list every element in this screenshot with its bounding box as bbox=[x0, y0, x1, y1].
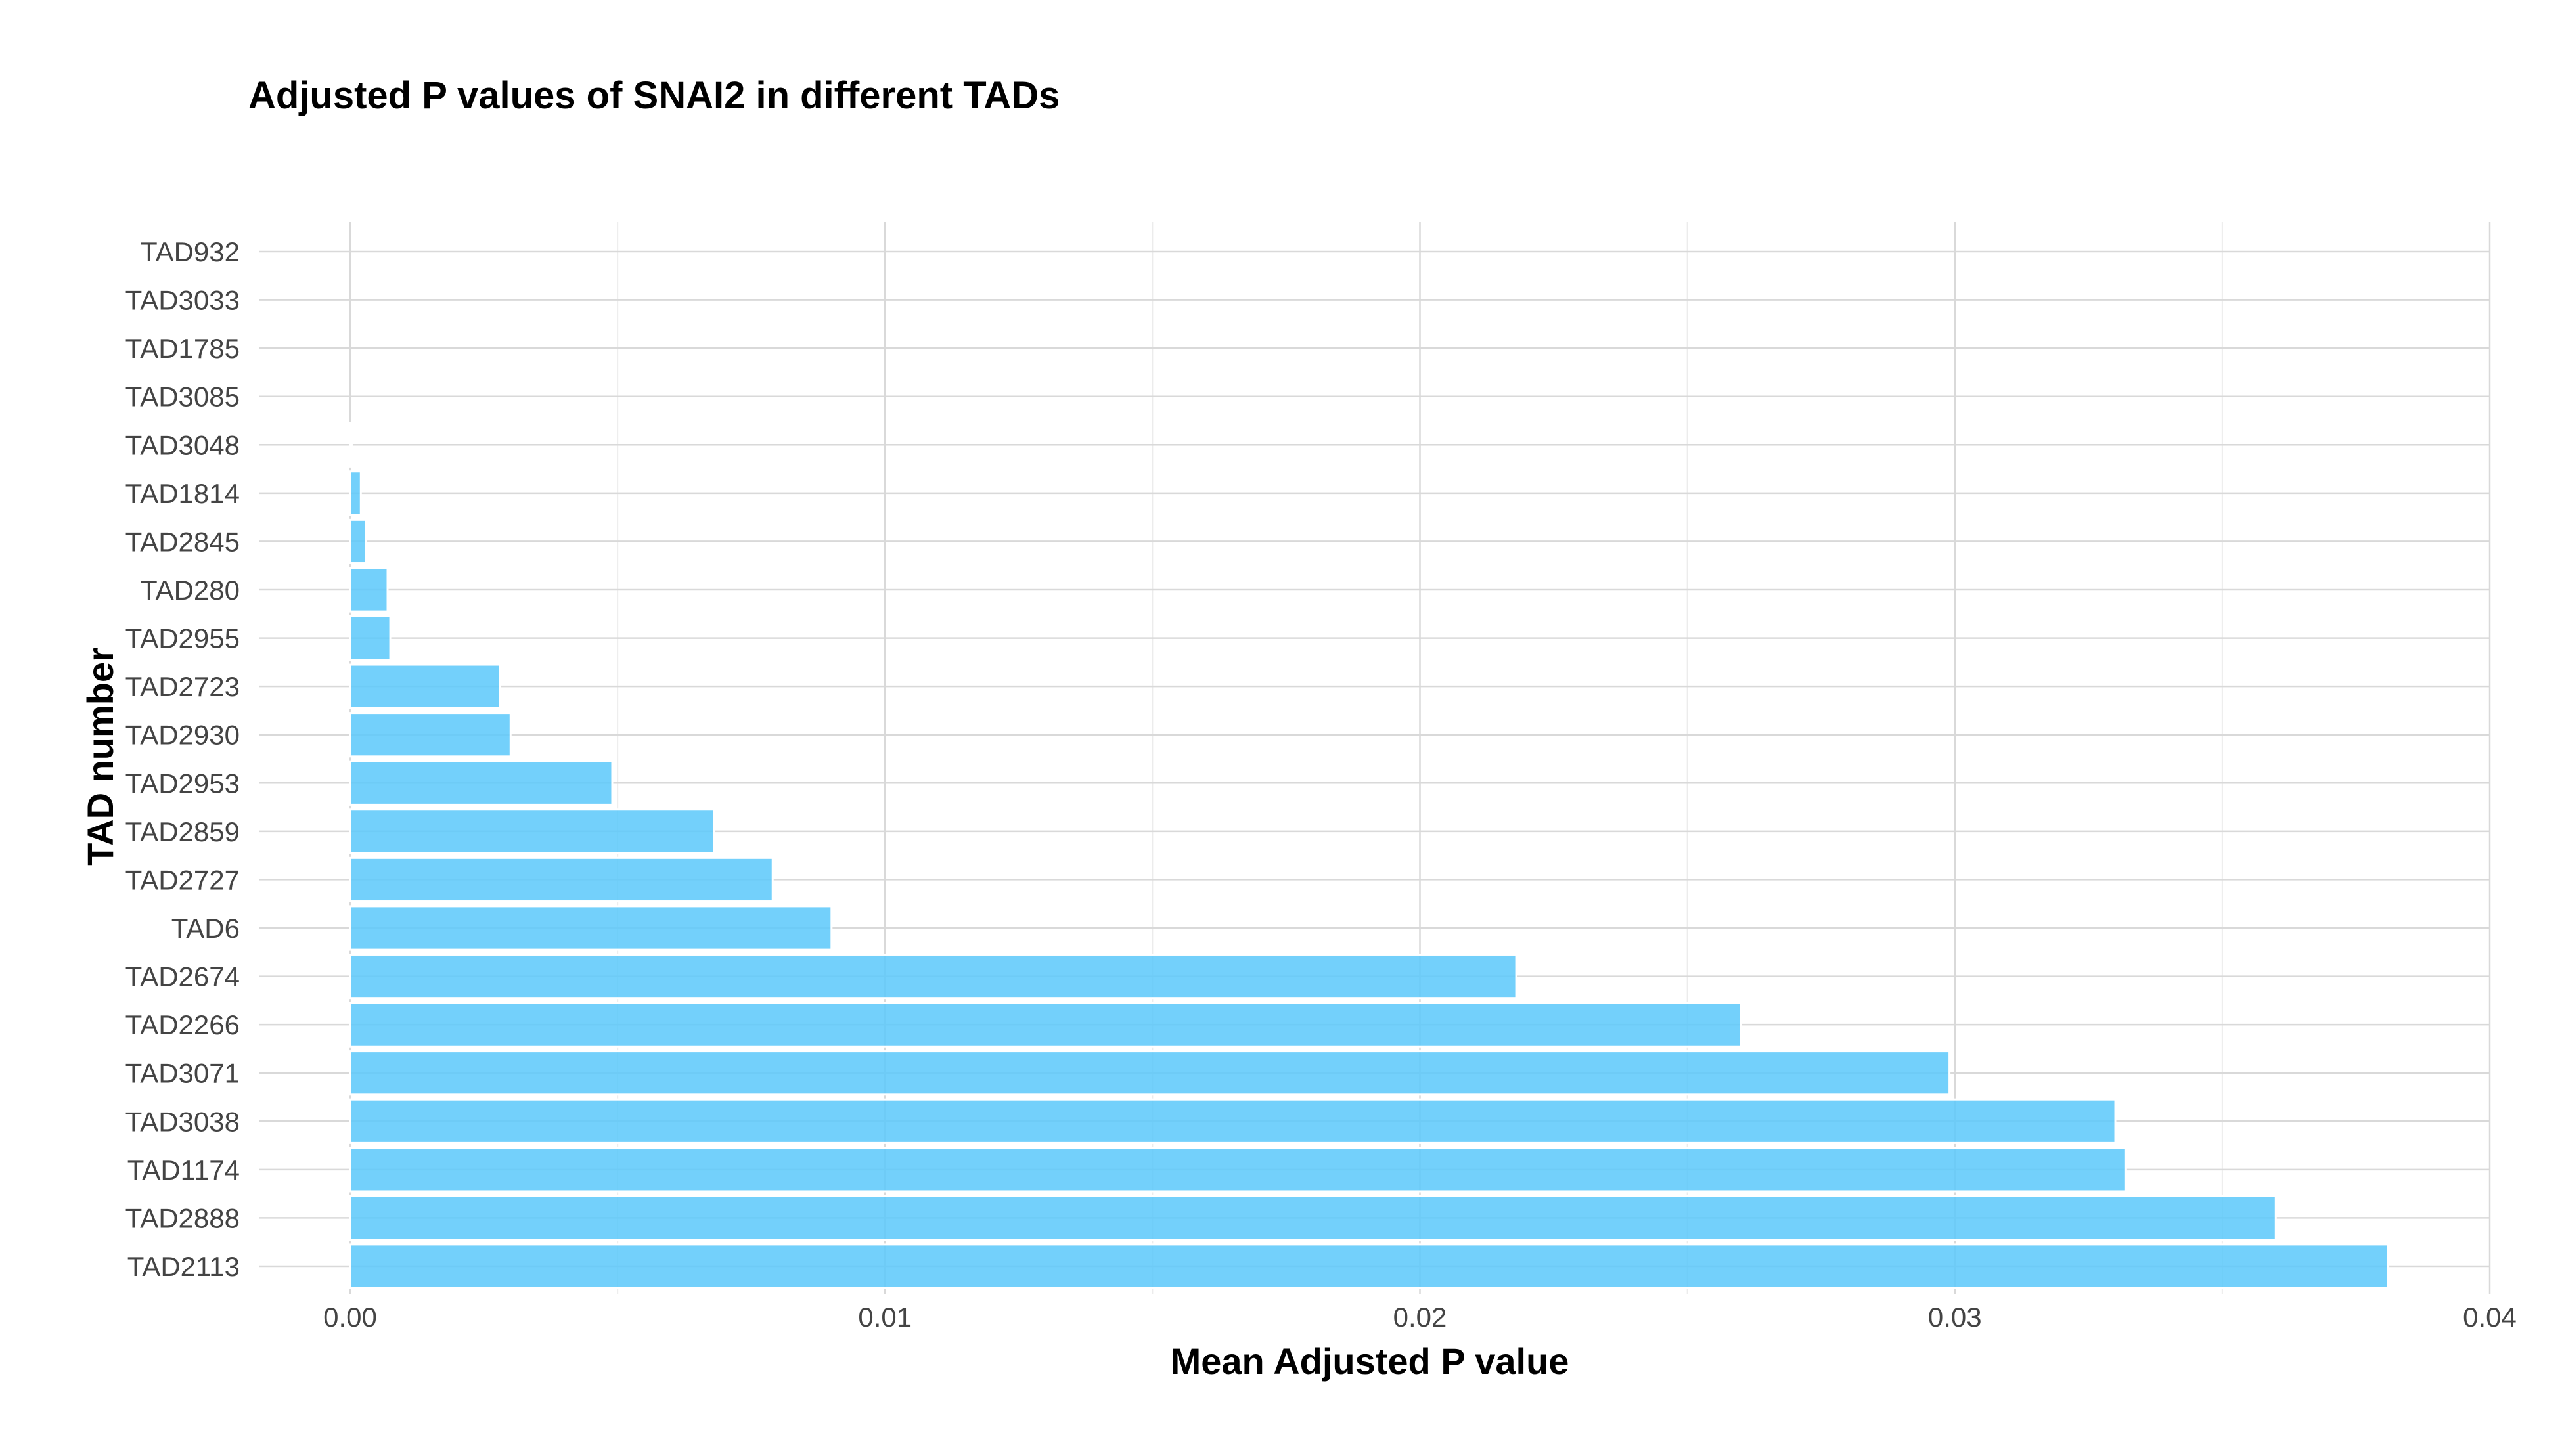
y-tick-label: TAD2674 bbox=[125, 961, 240, 992]
bar bbox=[349, 1050, 1951, 1096]
y-tick-label: TAD2859 bbox=[125, 816, 240, 847]
bar bbox=[349, 1147, 2127, 1193]
y-axis-label: TAD number bbox=[79, 648, 121, 866]
bar bbox=[349, 953, 1517, 1000]
bar bbox=[349, 663, 501, 709]
y-tick-label: TAD1174 bbox=[127, 1155, 240, 1185]
bar bbox=[349, 808, 715, 854]
y-tick-label: TAD2955 bbox=[125, 623, 240, 654]
y-tick-label: TAD3033 bbox=[125, 285, 240, 316]
y-tick-label: TAD3038 bbox=[125, 1106, 240, 1137]
y-tick-label: TAD280 bbox=[141, 575, 240, 606]
y-tick-label: TAD2723 bbox=[125, 671, 240, 702]
x-tick-label: 0.01 bbox=[858, 1302, 912, 1333]
chart-title: Adjusted P values of SNAI2 in different … bbox=[248, 74, 1060, 117]
y-tick-label: TAD6 bbox=[171, 913, 240, 944]
x-axis-label: Mean Adjusted P value bbox=[1171, 1340, 1569, 1382]
bar bbox=[349, 1243, 2389, 1289]
y-tick-label: TAD2930 bbox=[125, 720, 240, 751]
x-tick-label: 0.03 bbox=[1928, 1302, 1982, 1333]
y-tick-label: TAD2727 bbox=[125, 864, 240, 895]
y-tick-labels: TAD932 TAD3033 TAD1785 TAD3085 TAD3048 TAD181… bbox=[125, 236, 240, 1282]
bar bbox=[349, 567, 389, 613]
y-tick-label: TAD2113 bbox=[127, 1251, 240, 1282]
y-tick-label: TAD2266 bbox=[125, 1009, 240, 1040]
y-tick-label: TAD2845 bbox=[125, 526, 240, 557]
y-tick-label: TAD1785 bbox=[125, 333, 240, 364]
y-tick-label: TAD932 bbox=[141, 236, 240, 267]
bar bbox=[349, 905, 833, 951]
x-tick-label: 0.00 bbox=[323, 1302, 377, 1333]
y-tick-label: TAD3048 bbox=[125, 430, 240, 460]
bar bbox=[349, 518, 367, 565]
bar bbox=[349, 470, 362, 516]
bar bbox=[349, 1195, 2277, 1241]
y-tick-label: TAD3085 bbox=[125, 382, 240, 412]
bar bbox=[349, 760, 614, 806]
x-tick-labels: 0.00 0.01 0.02 0.03 0.04 bbox=[323, 1302, 2517, 1333]
x-tick-label: 0.04 bbox=[2463, 1302, 2517, 1333]
y-tick-label: TAD3071 bbox=[125, 1058, 240, 1089]
bar bbox=[349, 856, 774, 903]
bars bbox=[349, 422, 2389, 1289]
y-tick-label: TAD2888 bbox=[125, 1202, 240, 1233]
bar bbox=[349, 1002, 1742, 1048]
y-tick-label: TAD1814 bbox=[125, 478, 240, 509]
bar bbox=[349, 712, 512, 758]
bar bbox=[349, 422, 353, 468]
y-tick-label: TAD2953 bbox=[125, 768, 240, 799]
x-tick-label: 0.02 bbox=[1393, 1302, 1447, 1333]
bar bbox=[349, 615, 392, 661]
bar bbox=[349, 1098, 2117, 1144]
